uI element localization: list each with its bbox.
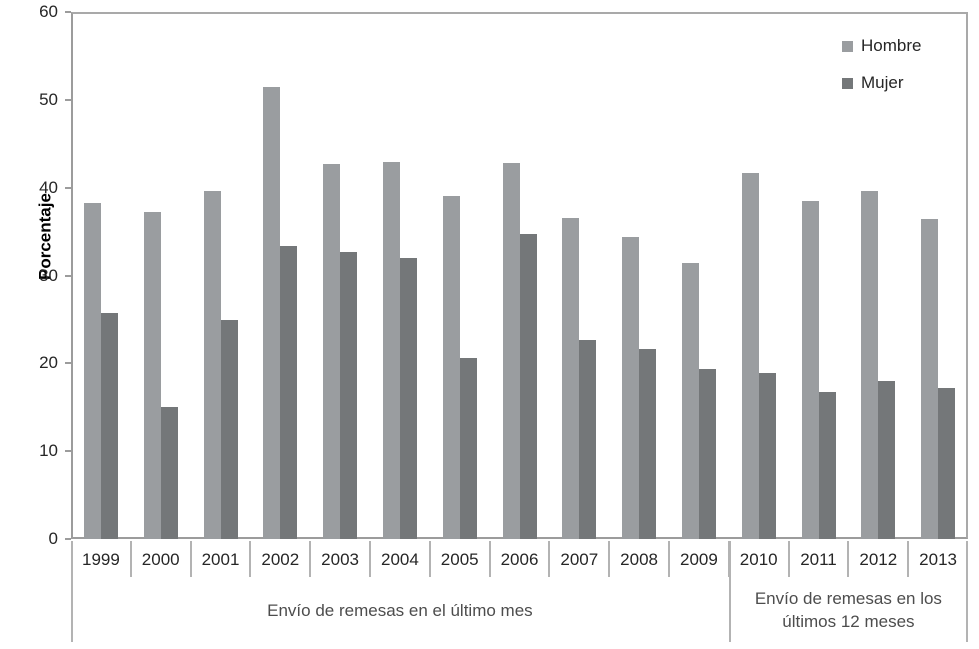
y-tick-label-20: 20: [39, 353, 58, 373]
x-tick-label-2000: 2000: [141, 550, 180, 569]
bar-mujer-2006: [519, 234, 537, 539]
y-tick-mark-10: [65, 450, 71, 453]
bar-mujer-2010: [758, 372, 776, 539]
y-tick-label-0: 0: [48, 529, 58, 548]
x-tick-label-2001: 2001: [201, 550, 240, 569]
bar-hombre-1999: [83, 202, 101, 539]
y-tick-mark-30: [65, 274, 71, 277]
x-category-separator: [488, 541, 491, 577]
y-tick-label-50: 50: [39, 89, 58, 109]
bar-hombre-2001: [203, 191, 221, 539]
x-tick-label-2002: 2002: [261, 550, 300, 569]
x-tick-label-2011: 2011: [800, 550, 837, 569]
bar-hombre-2011: [801, 200, 819, 539]
bar-hombre-2007: [562, 217, 580, 539]
x-category-separator: [787, 541, 790, 577]
x-category-separator: [249, 541, 252, 577]
bar-mujer-2009: [698, 369, 716, 539]
x-category-separator: [428, 541, 431, 577]
group-boundary-line-1: [728, 541, 731, 642]
legend-row-hombre: Hombre: [842, 37, 921, 55]
y-tick-mark-50: [65, 98, 71, 101]
x-tick-label-2008: 2008: [620, 550, 658, 569]
group-boundary-line-0: [71, 541, 73, 642]
bar-hombre-2000: [143, 212, 161, 539]
bar-mujer-2007: [579, 339, 597, 539]
group-boundary-line-2: [966, 541, 968, 642]
x-category-separator: [608, 541, 611, 577]
mujer-series-swatch-icon: [842, 77, 853, 89]
x-tick-label-2003: 2003: [321, 550, 359, 569]
bar-mujer-1999: [100, 313, 118, 539]
bar-hombre-2004: [382, 162, 400, 539]
bar-hombre-2008: [622, 236, 640, 539]
bar-hombre-2002: [263, 86, 281, 539]
bar-mujer-2004: [399, 257, 417, 539]
bar-mujer-2002: [280, 245, 298, 539]
x-tick-label-2004: 2004: [380, 550, 419, 569]
bar-mujer-2008: [639, 349, 657, 539]
bar-mujer-2005: [459, 358, 477, 539]
bar-hombre-2009: [681, 263, 699, 539]
x-tick-label-2012: 2012: [859, 550, 898, 569]
legend-row-mujer: Mujer: [842, 74, 921, 92]
y-tick-mark-0: [65, 538, 71, 540]
bar-mujer-2011: [818, 392, 836, 539]
bar-hombre-2006: [502, 163, 520, 539]
bar-hombre-2005: [442, 196, 460, 539]
y-tick-label-60: 60: [39, 2, 58, 21]
bar-mujer-2012: [878, 380, 896, 539]
x-tick-label-2007: 2007: [560, 550, 599, 569]
y-tick-label-10: 10: [39, 441, 58, 461]
bar-hombre-2013: [921, 219, 939, 539]
x-category-separator: [847, 541, 850, 577]
x-category-separator: [668, 541, 670, 577]
x-category-separator: [129, 541, 132, 577]
legend: Hombre Mujer: [842, 37, 921, 111]
x-category-separator: [309, 541, 312, 577]
bar-mujer-2001: [220, 320, 238, 539]
y-tick-mark-60: [65, 11, 71, 13]
legend-label-hombre: Hombre: [861, 36, 922, 55]
bar-hombre-2010: [741, 172, 759, 539]
x-tick-label-2005: 2005: [440, 550, 479, 569]
x-tick-label-2006: 2006: [500, 550, 539, 569]
x-category-separator: [548, 541, 551, 577]
bar-hombre-2003: [323, 163, 341, 539]
x-tick-label-2013: 2013: [919, 550, 957, 569]
x-tick-label-2010: 2010: [739, 550, 778, 569]
x-category-separator: [907, 541, 910, 577]
x-tick-label-1999: 1999: [81, 550, 120, 569]
hombre-series-swatch-icon: [842, 40, 853, 52]
y-tick-mark-40: [65, 186, 71, 189]
y-tick-mark-20: [65, 362, 71, 365]
x-category-separator: [189, 541, 192, 577]
y-tick-label-40: 40: [39, 177, 58, 197]
bar-hombre-2012: [861, 191, 879, 539]
group-label-0: Envío de remesas en el último mes: [267, 600, 533, 620]
x-tick-label-2009: 2009: [679, 550, 718, 569]
bar-mujer-2013: [938, 387, 956, 539]
bar-mujer-2003: [340, 251, 358, 539]
group-label-1: Envío de remesas en los últimos 12 meses: [754, 589, 942, 631]
bar-mujer-2000: [160, 407, 178, 539]
y-tick-label-30: 30: [39, 265, 58, 285]
legend-label-mujer: Mujer: [861, 73, 904, 92]
x-category-separator: [369, 541, 371, 577]
